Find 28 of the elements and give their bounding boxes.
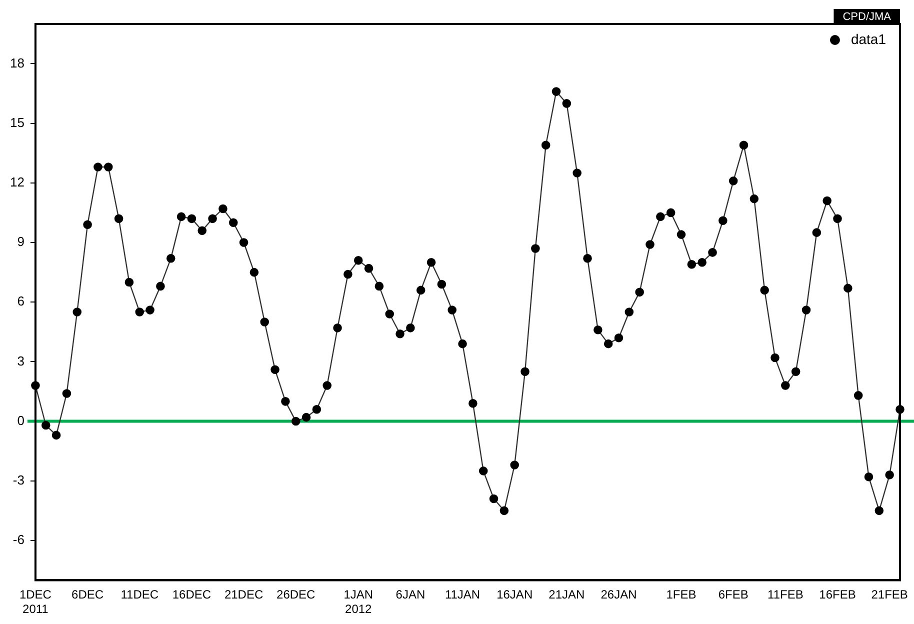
x-tick-label: 6DEC [72, 588, 104, 602]
text: CPD/JMA [842, 11, 892, 24]
x-tick-label: 6FEB [718, 588, 748, 602]
y-tick-label: 0 [17, 412, 24, 428]
y-tick-label: 12 [10, 174, 24, 190]
x-tick-label: 11JAN [444, 588, 480, 602]
x-tick-label: 16FEB [819, 588, 856, 602]
x-tick-label: 26DEC [276, 588, 316, 602]
x-tick-label: 21FEB [871, 588, 908, 602]
y-tick-label: -3 [12, 472, 24, 488]
y-tick-label: 9 [17, 234, 24, 250]
x-tick-label: 21DEC [224, 588, 264, 602]
x-tick-label: 6JAN [396, 588, 426, 602]
x-tick-label: 1DEC 2011 [19, 588, 52, 616]
x-tick-label: 16JAN [496, 588, 533, 602]
y-tick-label: -6 [12, 532, 24, 548]
x-tick-label: 11DEC [120, 588, 159, 602]
legend-label: data1 [850, 30, 886, 47]
x-tick-label: 1JAN 2012 [344, 588, 374, 616]
x-tick-label: 11FEB [768, 588, 804, 602]
x-tick-label: 26JAN [600, 588, 637, 602]
y-tick-label: 3 [17, 353, 24, 368]
y-tick-label: 6 [17, 294, 24, 309]
y-tick-label: 15 [10, 114, 24, 130]
x-tick-label: 1FEB [666, 588, 696, 602]
y-tick-label: 18 [10, 55, 24, 70]
x-tick-label: 21JAN [548, 588, 585, 602]
x-tick-label: 16DEC [172, 588, 212, 602]
